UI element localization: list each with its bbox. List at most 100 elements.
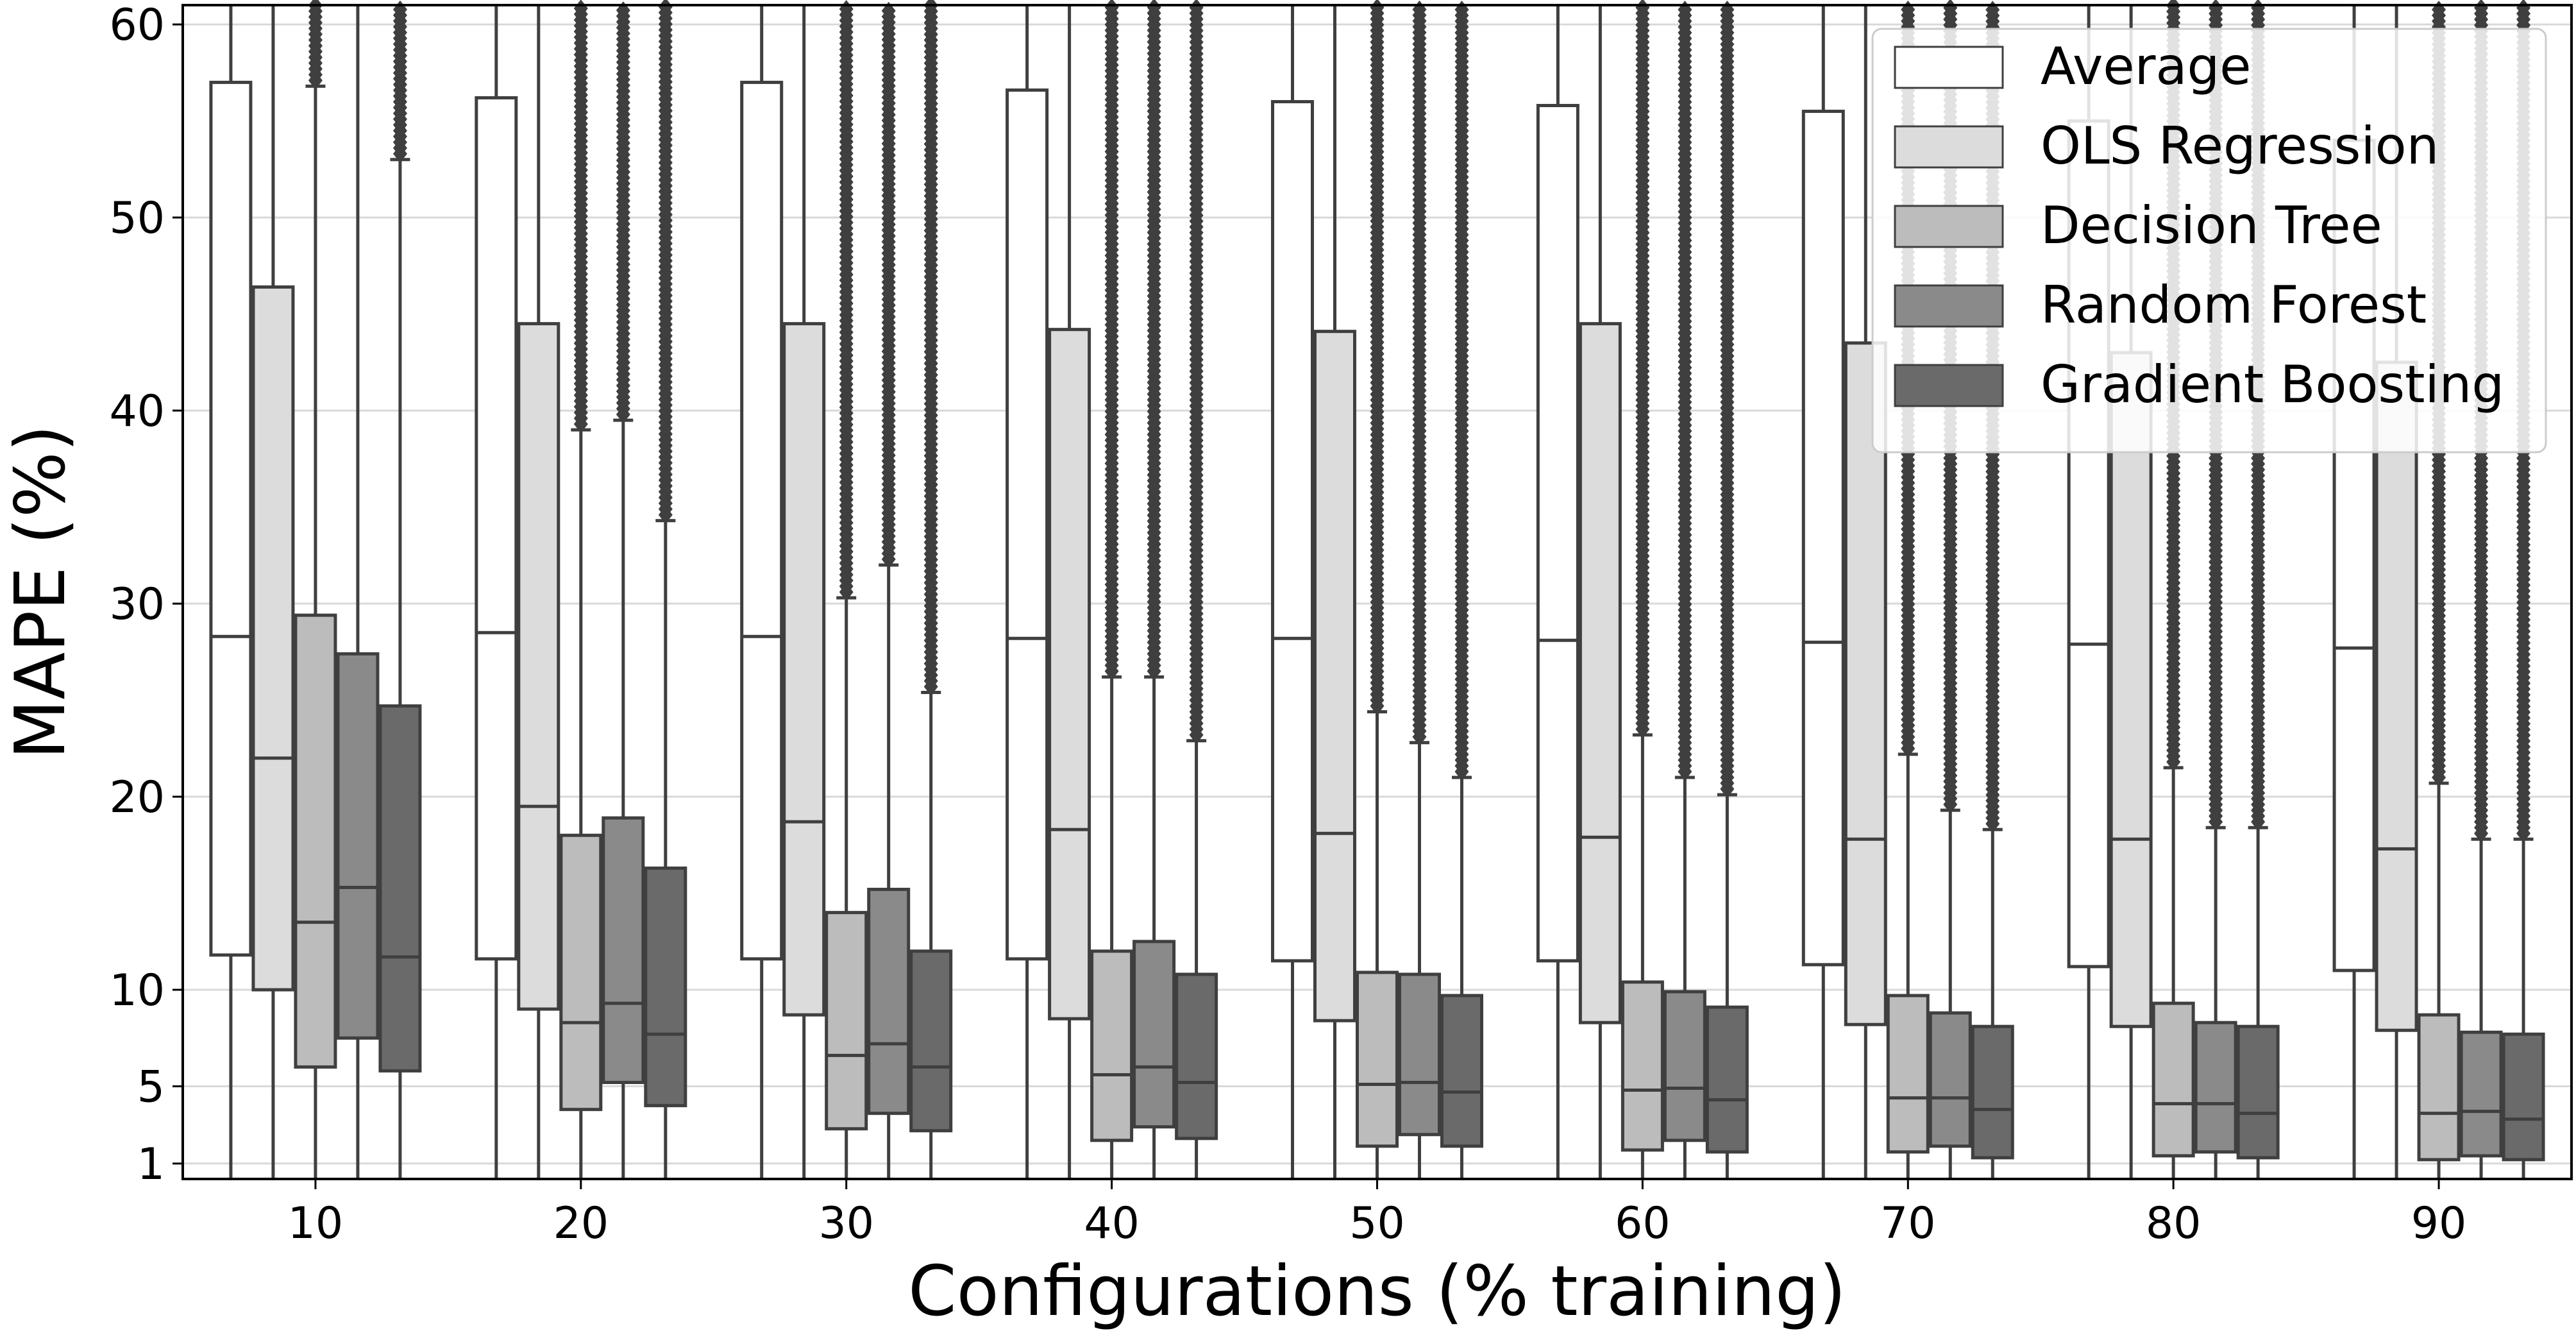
plot-area — [209, 0, 2545, 1179]
box-ols-regression — [2109, 351, 2153, 1028]
legend-label: Average — [2041, 37, 2252, 96]
flier-column — [1104, 0, 1119, 681]
flier-column — [1147, 0, 1161, 681]
box-group-40 — [1006, 0, 1218, 1179]
flier-column — [1678, 0, 1692, 781]
box-gradient-boosting — [378, 704, 422, 1072]
y-tick-label: 20 — [109, 772, 165, 823]
flier-column — [881, 1, 896, 568]
legend-label: Decision Tree — [2041, 196, 2382, 255]
box-ols-regression — [1313, 330, 1356, 1022]
box-group-10 — [209, 0, 422, 1179]
x-tick-label: 20 — [553, 1198, 609, 1249]
flier-column — [616, 1, 630, 424]
box-gradient-boosting — [1971, 1024, 2014, 1160]
box-average — [1801, 110, 1845, 967]
y-axis-ticks: 1 5 10 20 30 40 50 60 — [109, 0, 183, 1190]
box-decision-tree — [1886, 994, 1930, 1154]
box-ols-regression — [782, 322, 826, 1017]
box-random-forest — [1928, 1011, 1972, 1148]
flier-column — [923, 0, 938, 696]
box-ols-regression — [517, 322, 560, 1011]
box-random-forest — [1398, 972, 1441, 1137]
x-tick-label: 70 — [1880, 1198, 1936, 1249]
box-gradient-boosting — [644, 866, 687, 1108]
box-group-20 — [475, 0, 687, 1179]
box-ols-regression — [1844, 341, 1887, 1026]
box-decision-tree — [1356, 971, 1399, 1148]
y-tick-label: 40 — [109, 386, 165, 437]
box-decision-tree — [1621, 980, 1664, 1152]
box-ols-regression — [2375, 360, 2418, 1032]
legend-swatch — [1894, 125, 2004, 169]
legend-label: OLS Regression — [2041, 116, 2439, 176]
x-tick-label: 90 — [2411, 1198, 2467, 1249]
box-decision-tree — [1090, 949, 1134, 1142]
y-tick-label: 1 — [137, 1139, 165, 1190]
box-average — [1271, 99, 1314, 963]
box-random-forest — [867, 888, 911, 1115]
legend-label: Random Forest — [2041, 275, 2427, 335]
box-random-forest — [602, 816, 645, 1085]
y-tick-label: 60 — [109, 0, 165, 51]
box-group-30 — [740, 0, 953, 1179]
flier-marker — [923, 0, 938, 15]
x-tick-label: 30 — [818, 1198, 874, 1249]
box-gradient-boosting — [1440, 994, 1483, 1148]
flier-column — [658, 0, 673, 524]
x-tick-label: 60 — [1615, 1198, 1671, 1249]
flier-column — [308, 0, 323, 90]
box-ols-regression — [251, 285, 295, 992]
flier-column — [1635, 0, 1650, 738]
box-average — [209, 80, 253, 957]
box-ols-regression — [1578, 322, 1622, 1024]
y-axis-label: MAPE (%) — [1, 425, 81, 759]
box-average — [475, 96, 518, 961]
box-decision-tree — [825, 911, 868, 1131]
x-tick-label: 40 — [1084, 1198, 1140, 1249]
flier-column — [392, 0, 407, 163]
flier-column — [573, 0, 588, 434]
box-decision-tree — [2151, 1001, 2195, 1158]
flier-column — [1370, 0, 1385, 715]
flier-column — [1720, 1, 1735, 799]
box-decision-tree — [2417, 1013, 2461, 1162]
y-tick-label: 30 — [109, 579, 165, 630]
legend-swatch — [1894, 284, 2004, 328]
flier-column — [1454, 0, 1469, 781]
y-tick-label: 10 — [109, 965, 165, 1016]
legend-swatch — [1894, 46, 2004, 89]
box-random-forest — [1663, 990, 1706, 1142]
box-gradient-boosting — [909, 949, 953, 1133]
box-random-forest — [2194, 1021, 2237, 1154]
box-decision-tree — [559, 833, 603, 1112]
box-gradient-boosting — [1705, 1005, 1749, 1154]
box-average — [1006, 88, 1049, 961]
x-tick-label: 10 — [288, 1198, 344, 1249]
box-ols-regression — [1048, 328, 1091, 1021]
x-axis-ticks: 10 20 30 40 50 60 70 80 90 — [288, 1179, 2467, 1249]
box-average — [1536, 104, 1579, 963]
legend: Average OLS Regression Decision Tree Random… — [1871, 28, 2547, 454]
legend-swatch — [1894, 205, 2004, 248]
box-random-forest — [1132, 940, 1176, 1129]
box-group-50 — [1271, 0, 1483, 1179]
legend-swatch — [1894, 364, 2004, 407]
flier-column — [1189, 0, 1204, 744]
box-average — [740, 80, 784, 961]
flier-column — [839, 0, 854, 602]
x-tick-label: 80 — [2146, 1198, 2201, 1249]
x-axis-label: Configurations (% training) — [908, 1251, 1846, 1331]
box-random-forest — [2459, 1030, 2503, 1158]
x-tick-label: 50 — [1349, 1198, 1405, 1249]
y-tick-label: 5 — [137, 1062, 165, 1113]
box-gradient-boosting — [2236, 1024, 2280, 1160]
box-group-60 — [1536, 0, 1749, 1179]
legend-label: Gradient Boosting — [2041, 355, 2504, 414]
y-tick-label: 50 — [109, 193, 165, 244]
flier-column — [1412, 0, 1427, 746]
flier-marker — [308, 0, 323, 15]
box-random-forest — [336, 652, 380, 1040]
box-gradient-boosting — [2502, 1032, 2545, 1162]
